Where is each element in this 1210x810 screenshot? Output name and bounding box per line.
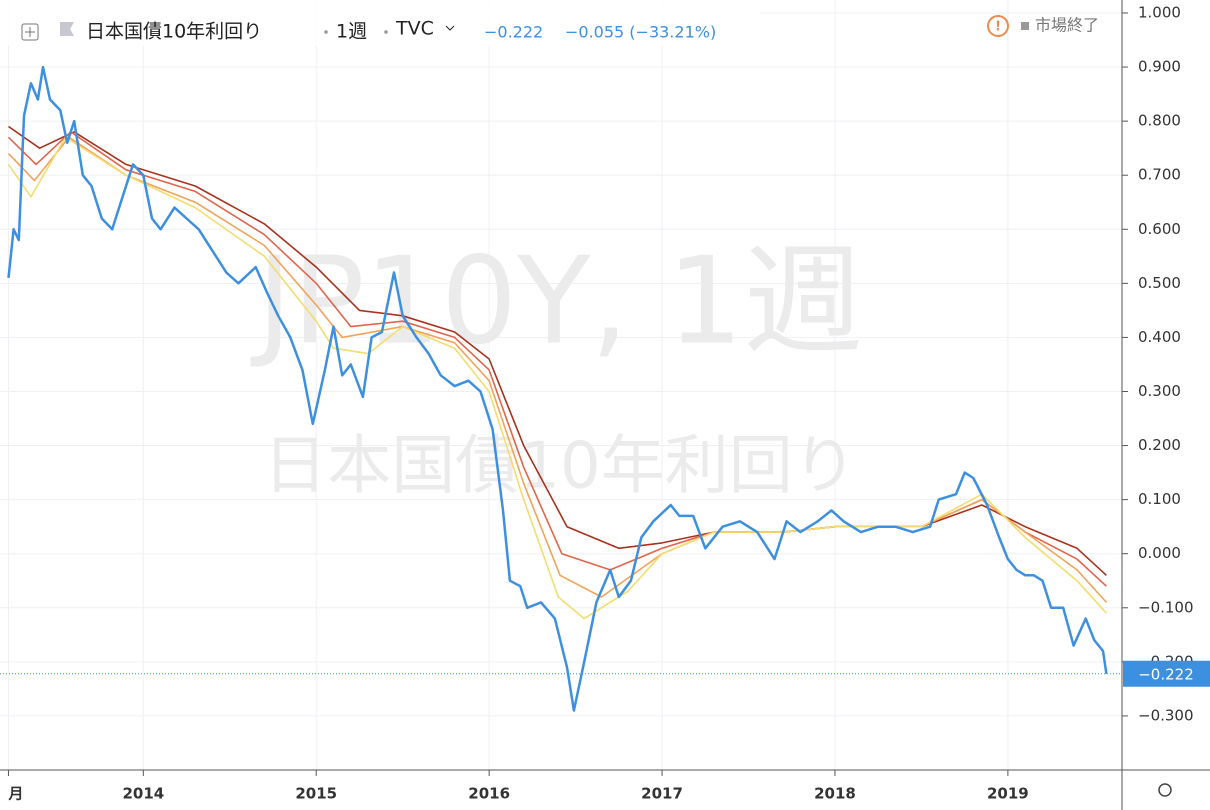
y-tick-label: 0.700 <box>1138 166 1181 184</box>
x-tick-label: 2015 <box>295 785 337 803</box>
x-tick-label: 2019 <box>987 785 1029 803</box>
header-bg <box>0 0 760 46</box>
x-tick-label: 2017 <box>641 785 683 803</box>
y-tick-label: 0.300 <box>1138 382 1181 400</box>
x-tick-label: 2018 <box>814 785 856 803</box>
y-tick-label: −0.300 <box>1138 706 1194 724</box>
add-icon[interactable] <box>21 23 39 41</box>
last-value: −0.222 <box>484 23 543 42</box>
dot <box>324 30 328 34</box>
warning-mark: ! <box>995 20 1001 35</box>
x-tick-label: 月 <box>7 785 23 803</box>
watermark-subtitle: 日本国債10年利回り <box>263 430 856 504</box>
change: −0.055 (−33.21%) <box>565 23 716 42</box>
add-icon-cross <box>25 27 35 37</box>
series-line <box>7 136 1107 603</box>
last-value-badge <box>1123 660 1210 687</box>
series-line <box>7 65 1108 712</box>
y-tick-label: 0.900 <box>1138 58 1181 76</box>
y-tick-label: 0.600 <box>1138 220 1181 238</box>
warning-icon[interactable] <box>987 15 1009 37</box>
x-tick-label: 2016 <box>468 785 510 803</box>
y-tick-label: −0.100 <box>1138 598 1194 616</box>
dot <box>384 30 388 34</box>
symbol-title[interactable]: 日本国債10年利回り <box>86 21 262 43</box>
y-tick-label: 0.200 <box>1138 436 1181 454</box>
y-tick-label: 0.100 <box>1138 490 1181 508</box>
settings-icon[interactable] <box>1158 783 1172 797</box>
series-line <box>8 125 1107 576</box>
watermark: JP10Y, 1週 <box>250 233 863 372</box>
flag-icon[interactable] <box>60 22 74 36</box>
market-status: 市場終了 <box>1035 16 1099 35</box>
last-value-badge-label: −0.222 <box>1138 665 1194 683</box>
dropdown-arrow[interactable] <box>445 25 455 31</box>
x-tick-label: 2014 <box>122 785 164 803</box>
interval[interactable]: 1週 <box>336 21 367 43</box>
y-tick-label: 0.800 <box>1138 112 1181 130</box>
y-tick-label: 0.000 <box>1138 544 1181 562</box>
y-tick-label: 0.500 <box>1138 274 1181 292</box>
status-icon <box>1021 22 1029 30</box>
y-tick-label: 1.000 <box>1138 3 1181 21</box>
series-line <box>7 136 1107 620</box>
y-tick-label: 0.400 <box>1138 328 1181 346</box>
exchange[interactable]: TVC <box>395 18 434 40</box>
